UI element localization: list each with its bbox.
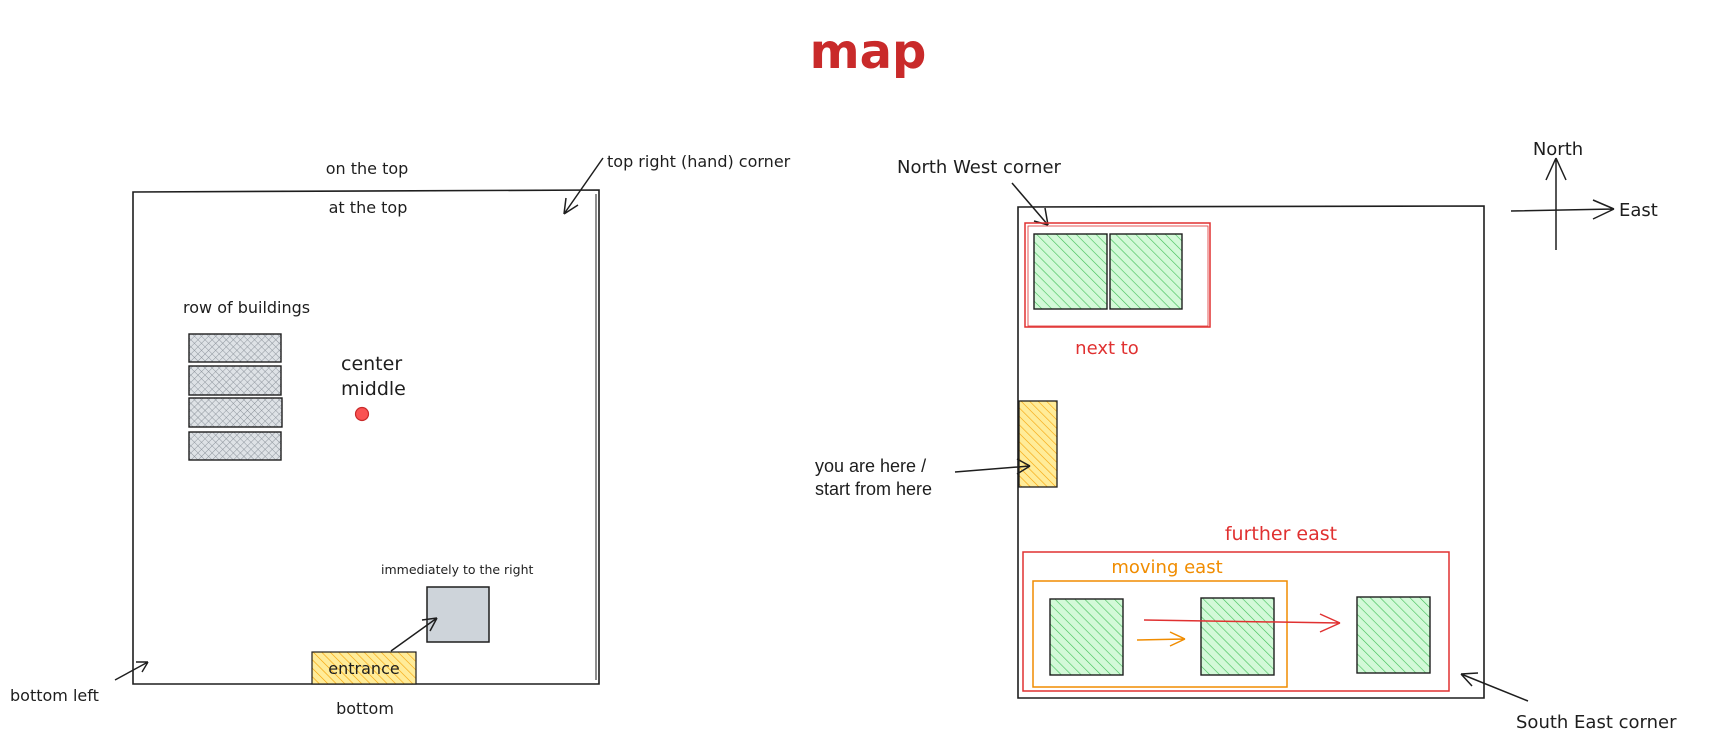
right-map-frame: [1017, 205, 1485, 699]
se-building-2: [1200, 597, 1275, 676]
label-south-east-corner: South East corner: [1516, 712, 1677, 733]
building-4: [188, 431, 282, 461]
compass: North East: [1510, 139, 1658, 250]
arrow-further-east: [1143, 613, 1341, 633]
label-immediately-right: immediately to the right: [381, 562, 533, 577]
label-next-to: next to: [1075, 338, 1139, 359]
entrance-box: [311, 651, 417, 685]
label-bottom-left: bottom left: [10, 686, 99, 705]
label-north-west-corner: North West corner: [897, 157, 1062, 178]
building-2: [188, 365, 282, 396]
nw-building-1: [1033, 233, 1108, 310]
left-map-frame: [132, 189, 600, 685]
label-start-from-here: start from here: [815, 479, 932, 499]
compass-east-label: East: [1619, 200, 1658, 221]
label-bottom: bottom: [336, 699, 394, 718]
center-dot: [354, 406, 370, 422]
compass-north-label: North: [1533, 139, 1583, 160]
label-further-east: further east: [1225, 523, 1337, 545]
label-at-the-top: at the top: [329, 198, 408, 217]
moving-east-outline: [1032, 580, 1288, 688]
next-to-outline-sketch: [1027, 225, 1209, 327]
compass-horizontal: [1510, 199, 1615, 220]
label-center: center: [341, 353, 402, 375]
left-map: on the top at the top top right (hand) c…: [10, 152, 791, 718]
label-top-right-corner: top right (hand) corner: [607, 152, 791, 171]
label-you-are-here: you are here /: [815, 456, 926, 476]
se-building-1: [1049, 598, 1124, 676]
you-are-here-box: [1018, 400, 1058, 488]
label-entrance: entrance: [328, 659, 399, 678]
label-moving-east: moving east: [1111, 557, 1222, 578]
arrow-bottom-left: [114, 661, 149, 681]
diagram-title: map: [810, 24, 927, 80]
arrow-south-east-corner: [1460, 672, 1529, 702]
se-building-3: [1356, 596, 1431, 674]
arrow-you-are-here: [954, 458, 1031, 475]
further-east-outline: [1022, 551, 1450, 692]
label-on-the-top: on the top: [326, 159, 409, 178]
right-map: North West corner next to you are here /…: [815, 139, 1677, 733]
label-middle: middle: [341, 378, 406, 400]
label-row-of-buildings: row of buildings: [183, 298, 310, 317]
next-to-outline: [1024, 222, 1211, 328]
building-3: [188, 397, 283, 428]
gray-building: [426, 586, 490, 643]
building-1: [188, 333, 282, 363]
arrow-moving-east: [1136, 631, 1186, 647]
arrow-top-right-corner: [563, 157, 604, 215]
arrow-to-gray-building: [390, 617, 438, 652]
compass-vertical: [1545, 157, 1567, 250]
nw-building-2: [1109, 233, 1183, 310]
